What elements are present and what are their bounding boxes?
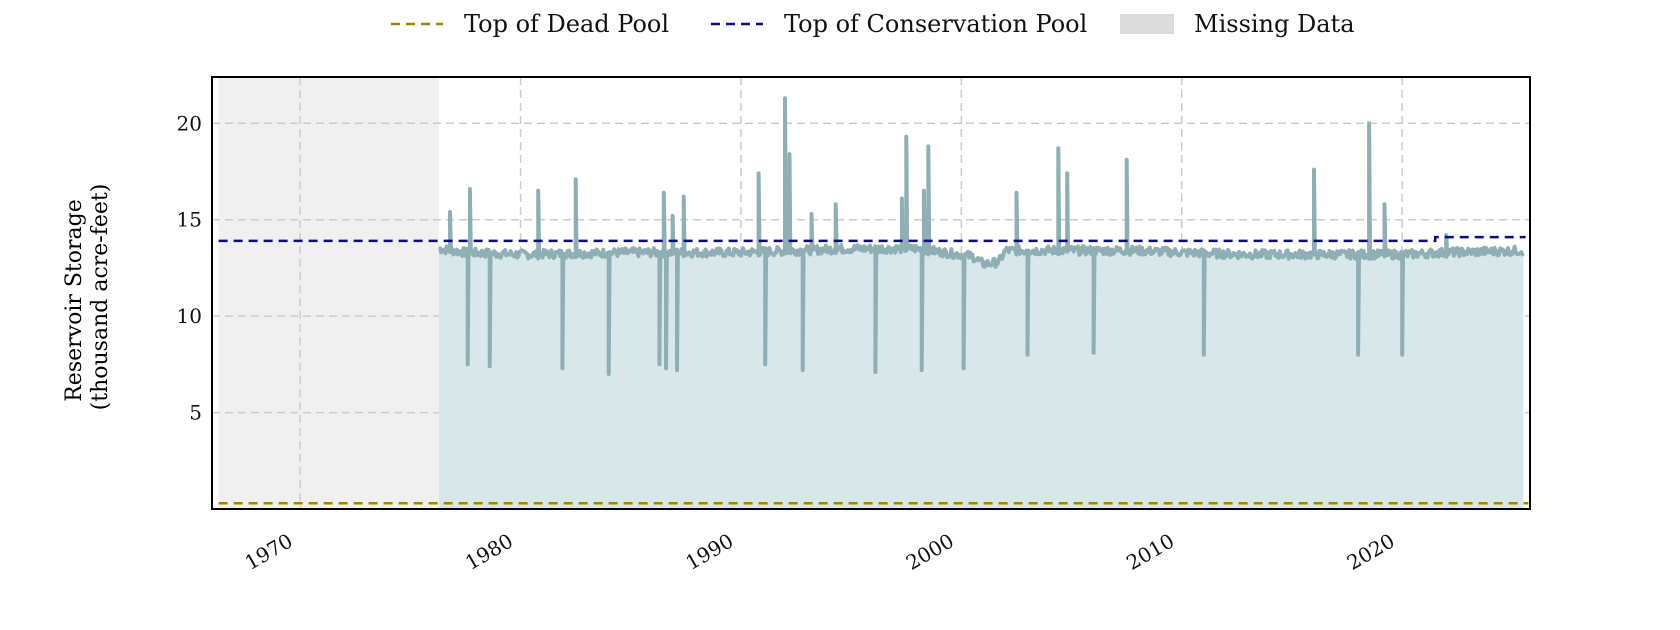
legend-label-missing-data: Missing Data — [1194, 10, 1355, 38]
conservation-pool-line — [218, 235, 1526, 243]
missing-data-swatch — [1120, 14, 1174, 34]
dead-pool-swatch — [391, 22, 443, 26]
legend-label-dead-pool: Top of Dead Pool — [464, 10, 670, 38]
y-axis-label-line1: Reservoir Storage — [62, 199, 87, 402]
legend-label-conservation-pool: Top of Conservation Pool — [784, 10, 1088, 38]
x-tick-2000: 2000 — [902, 529, 958, 575]
y-tick-15: 15 — [177, 208, 202, 232]
y-tick-labels: 5 10 15 20 — [177, 111, 202, 424]
y-tick-10: 10 — [177, 304, 202, 328]
x-tick-1980: 1980 — [461, 529, 517, 575]
reference-lines — [218, 235, 1529, 505]
y-axis-label: Reservoir Storage (thousand acre-feet) — [62, 184, 113, 411]
missing-data-band — [218, 78, 440, 508]
conservation-pool-swatch — [711, 22, 763, 26]
legend-item-dead-pool: Top of Dead Pool — [390, 6, 669, 42]
x-tick-2010: 2010 — [1122, 529, 1178, 575]
x-tick-labels: 1970 1980 1990 2000 2010 2020 — [241, 529, 1399, 575]
storage-area — [438, 96, 1525, 509]
storage-fill — [439, 98, 1524, 509]
storage-line — [438, 96, 1525, 376]
x-tick-1990: 1990 — [681, 529, 737, 575]
legend: Top of Dead Pool Top of Conservation Poo… — [0, 6, 1680, 42]
plot-frame — [211, 76, 1531, 510]
y-axis-label-line2: (thousand acre-feet) — [88, 184, 113, 411]
x-tick-2020: 2020 — [1343, 529, 1399, 575]
y-tick-5: 5 — [189, 401, 202, 425]
legend-item-missing-data: Missing Data — [1120, 6, 1355, 42]
plot-background — [218, 78, 440, 508]
legend-item-conservation-pool: Top of Conservation Pool — [710, 6, 1087, 42]
y-tick-20: 20 — [177, 111, 202, 135]
x-tick-1970: 1970 — [241, 529, 297, 575]
